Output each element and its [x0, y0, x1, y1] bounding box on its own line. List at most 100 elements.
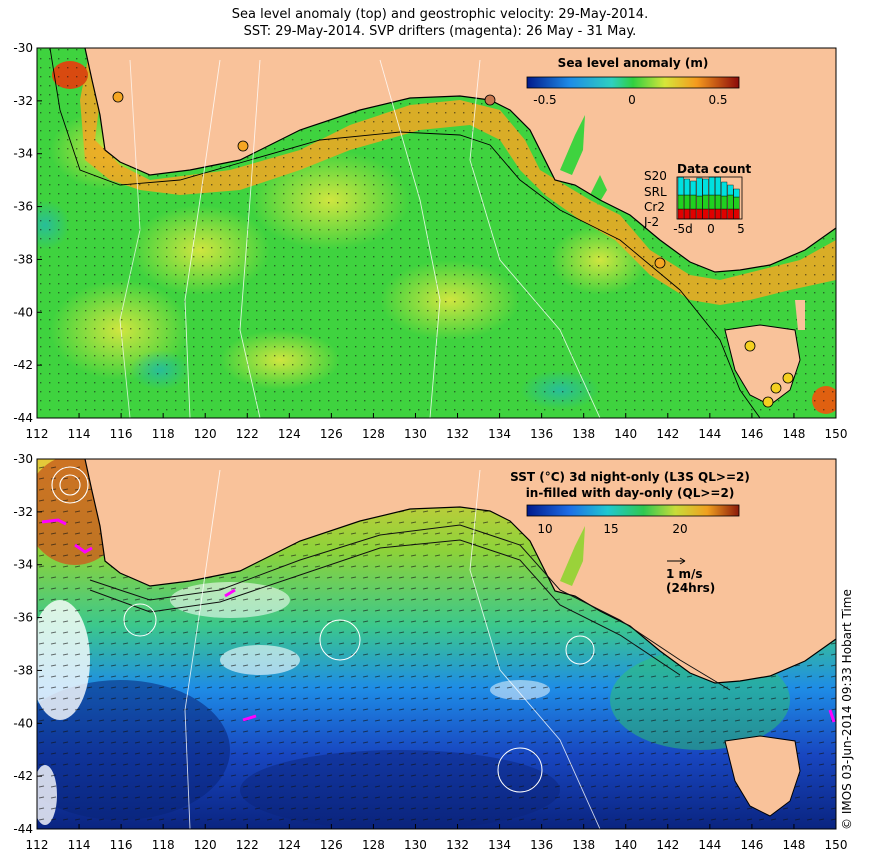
bathymetry-contour [184, 59, 221, 418]
data-count-bar [702, 178, 709, 196]
data-count-bar [708, 194, 715, 210]
eddy-contour [123, 603, 157, 637]
lat-tick-label: -38 [13, 252, 33, 266]
eddy-contour [59, 474, 81, 496]
lat-tick-label: -38 [13, 663, 33, 677]
sla-colorbar-title: Sea level anomaly (m) [558, 56, 709, 70]
data-count-bar [696, 177, 703, 197]
lat-tick-label: -44 [13, 411, 33, 425]
lon-tick-label: 136 [530, 838, 553, 852]
bathymetry-contour [119, 59, 141, 418]
lon-tick-label: 114 [68, 427, 91, 441]
lon-tick-label: 132 [446, 838, 469, 852]
data-count-bar [708, 208, 715, 220]
boundary-current-streamline [89, 524, 731, 691]
bathymetry-contour [184, 469, 221, 829]
lon-tick-label: 126 [320, 427, 343, 441]
data-count-tick: 5 [737, 222, 745, 236]
lon-tick-label: 116 [110, 838, 133, 852]
lon-tick-label: 124 [278, 427, 301, 441]
tide-gauge-marker [484, 94, 496, 106]
data-count-bar [727, 194, 734, 210]
lon-tick-label: 112 [26, 427, 49, 441]
sla-colorbar-tick: -0.5 [533, 93, 556, 107]
lat-tick-label: -32 [13, 94, 33, 108]
tasmania [724, 735, 801, 817]
lon-tick-label: 122 [236, 838, 259, 852]
data-count-bar [684, 178, 691, 196]
tasmania [724, 324, 801, 406]
sla-map-panel [37, 48, 836, 418]
lon-tick-label: 128 [362, 838, 385, 852]
australia-landmass [37, 48, 836, 272]
data-count-tick: -5d [673, 222, 693, 236]
data-count-bar [684, 194, 691, 210]
lat-tick-label: -32 [13, 505, 33, 519]
data-count-bar [715, 208, 722, 220]
lat-tick-label: -30 [13, 452, 33, 466]
tide-gauge-marker [237, 140, 249, 152]
sst-colorbar-tick: 15 [603, 522, 618, 536]
sla-colorbar-ramp [526, 76, 740, 89]
lon-tick-label: 120 [194, 427, 217, 441]
lon-tick-label: 150 [825, 838, 848, 852]
lon-tick-label: 132 [446, 427, 469, 441]
lon-tick-label: 144 [698, 427, 721, 441]
sst-legend-line-2: in-filled with day-only (QL>=2) [526, 486, 735, 500]
lon-tick-label: 142 [656, 838, 679, 852]
svp-drifter-track [74, 543, 93, 554]
data-count-tick: 0 [707, 222, 715, 236]
velocity-scale-sublabel: (24hrs) [666, 581, 715, 595]
lat-tick-label: -36 [13, 200, 33, 214]
lon-tick-label: 130 [404, 838, 427, 852]
bathymetry-contour [239, 59, 261, 418]
coastline [84, 459, 836, 684]
svp-drifter-track [41, 518, 67, 526]
data-count-bar [690, 180, 697, 196]
gulf-st-vincent [590, 175, 607, 205]
data-count-bar [690, 208, 697, 220]
lon-tick-label: 126 [320, 838, 343, 852]
svp-drifter-track [242, 714, 257, 722]
lat-tick-label: -36 [13, 611, 33, 625]
svp-drifter-track [828, 709, 836, 723]
flinders-island [795, 300, 805, 330]
data-count-bar [727, 184, 734, 196]
sla-colorbar: Sea level anomaly (m) -0.5 0 0.5 [526, 56, 740, 107]
lat-tick-label: -42 [13, 769, 33, 783]
sla-map-frame [36, 47, 837, 419]
tide-gauge-marker [782, 372, 794, 384]
lon-tick-label: 118 [152, 427, 175, 441]
shelf-break-contour [49, 48, 761, 418]
eddy-contour [497, 747, 543, 793]
eddy-contour [319, 619, 361, 661]
data-count-frame [676, 176, 743, 220]
lon-tick-label: 130 [404, 427, 427, 441]
lon-tick-label: 124 [278, 838, 301, 852]
spencer-gulf [560, 526, 585, 586]
tide-gauge-marker [762, 396, 774, 408]
boundary-current-streamline [89, 539, 681, 676]
bathymetry-contour [469, 59, 601, 418]
lon-tick-label: 134 [488, 838, 511, 852]
lon-tick-label: 134 [488, 427, 511, 441]
eddy-contour [51, 466, 89, 504]
data-count-bar [702, 208, 709, 220]
lon-tick-label: 150 [825, 427, 848, 441]
lat-tick-label: -40 [13, 716, 33, 730]
data-count-bar [715, 194, 722, 210]
lon-tick-label: 112 [26, 838, 49, 852]
data-count-bar [727, 208, 734, 220]
lon-tick-label: 116 [110, 427, 133, 441]
lon-tick-label: 128 [362, 427, 385, 441]
axis-labels: 112 114 116 118 120 122 124 126 128 130 132 134 136 1… [13, 41, 847, 852]
lat-tick-label: -30 [13, 41, 33, 55]
data-count-bar [677, 208, 684, 220]
data-count-bar [696, 195, 703, 210]
eddy-contour [565, 635, 595, 665]
bathymetry-contour [469, 469, 601, 829]
tide-gauge-marker [654, 257, 666, 269]
data-count-inset: Data count S20 SRL Cr2 J-2 -5d 0 5 [643, 162, 752, 236]
sst-legend: SST (°C) 3d night-only (L3S QL>=2) in-fi… [510, 470, 750, 536]
